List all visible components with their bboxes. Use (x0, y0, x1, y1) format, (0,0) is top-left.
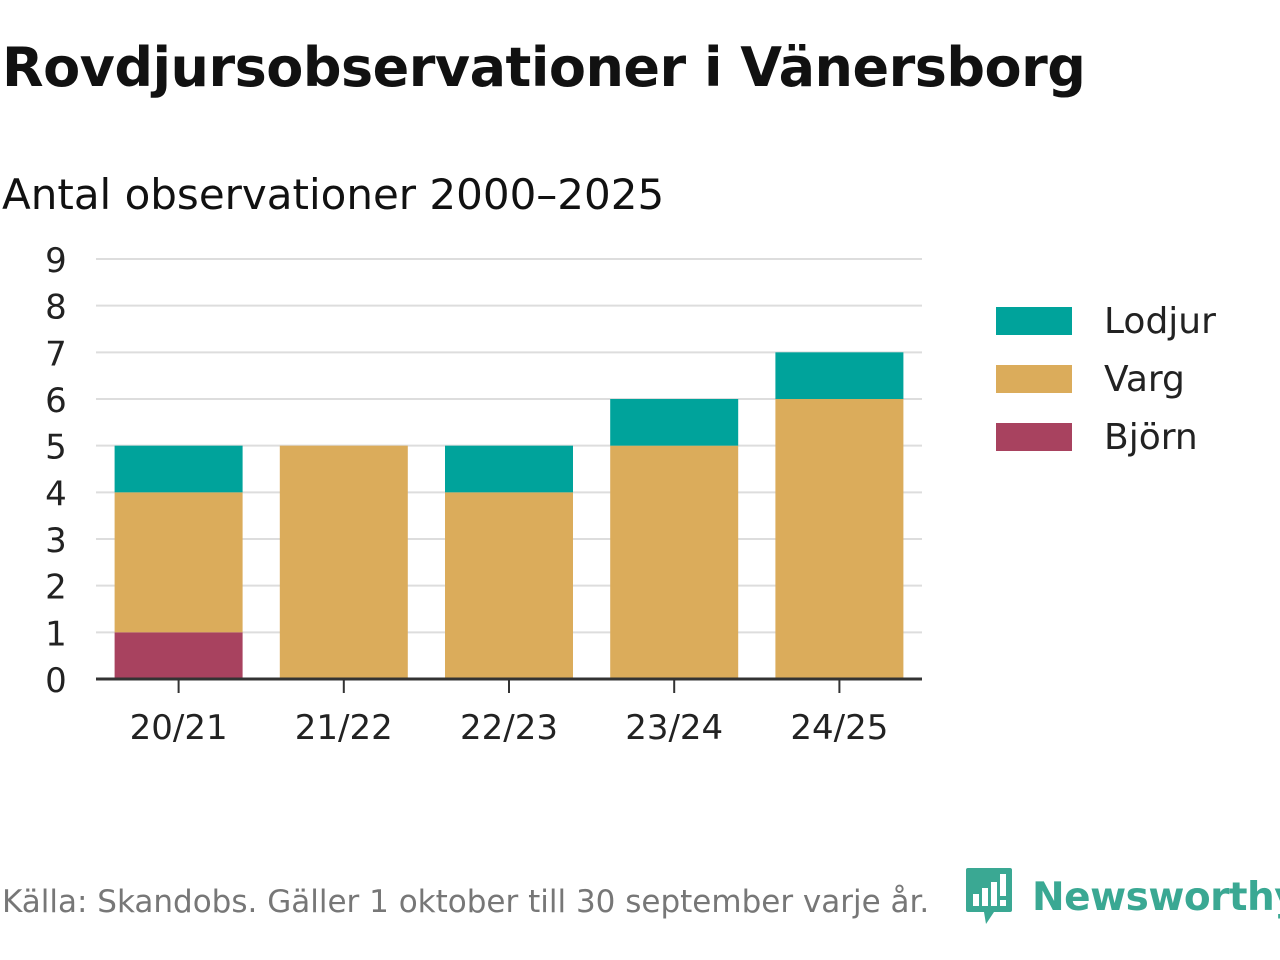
x-tick-label: 20/21 (130, 708, 228, 748)
legend-item-bjorn: Björn (996, 408, 1216, 466)
x-tick-label: 23/24 (625, 708, 723, 748)
bar-varg-24-25 (775, 399, 904, 679)
legend-swatch-varg (996, 365, 1072, 393)
legend: Lodjur Varg Björn (996, 292, 1216, 466)
x-axis-ticks: 20/21 21/22 22/23 23/24 24/25 (130, 679, 888, 748)
newsworthy-logo-icon (966, 868, 1012, 924)
legend-item-varg: Varg (996, 350, 1216, 408)
y-tick-label: 0 (45, 661, 67, 701)
bar-lodjur-24-25 (775, 352, 904, 399)
legend-item-lodjur: Lodjur (996, 292, 1216, 350)
y-tick-label: 6 (45, 381, 67, 421)
y-tick-label: 7 (45, 334, 67, 374)
legend-label-lodjur: Lodjur (1104, 300, 1216, 342)
x-tick-label: 22/23 (460, 708, 558, 748)
legend-swatch-bjorn (996, 423, 1072, 451)
bar-varg-23-24 (610, 445, 739, 679)
y-tick-label: 5 (45, 428, 67, 468)
bar-bjorn-20-21 (114, 632, 243, 679)
legend-label-bjorn: Björn (1104, 416, 1198, 458)
y-axis-ticks: 0 1 2 3 4 5 6 7 8 9 (45, 241, 67, 701)
x-tick-label: 21/22 (295, 708, 393, 748)
bar-varg-20-21 (114, 492, 243, 633)
bar-lodjur-22-23 (445, 445, 573, 493)
x-tick-label: 24/25 (790, 708, 888, 748)
legend-swatch-lodjur (996, 307, 1072, 335)
legend-label-varg: Varg (1104, 358, 1185, 400)
y-tick-label: 4 (45, 474, 67, 514)
y-tick-label: 3 (45, 521, 67, 561)
chart-subtitle: Antal observationer 2000–2025 (2, 170, 665, 219)
source-note: Källa: Skandobs. Gäller 1 oktober till 3… (2, 884, 930, 920)
newsworthy-logo-text: Newsworthy (1032, 874, 1280, 920)
bar-lodjur-20-21 (114, 445, 243, 493)
chart-title: Rovdjursobservationer i Vänersborg (2, 36, 1086, 99)
y-tick-label: 2 (45, 568, 67, 608)
y-tick-label: 9 (45, 241, 67, 281)
bars (114, 352, 904, 679)
newsworthy-logo: Newsworthy (964, 866, 1280, 928)
bar-chart: 0 1 2 3 4 5 6 7 8 9 20/21 21/22 22/23 23/24 24/25 (45, 241, 922, 748)
y-tick-label: 1 (45, 614, 67, 654)
bar-varg-21-22 (279, 445, 408, 679)
y-tick-label: 8 (45, 288, 67, 328)
bar-lodjur-23-24 (610, 399, 739, 446)
bar-varg-22-23 (445, 492, 573, 679)
